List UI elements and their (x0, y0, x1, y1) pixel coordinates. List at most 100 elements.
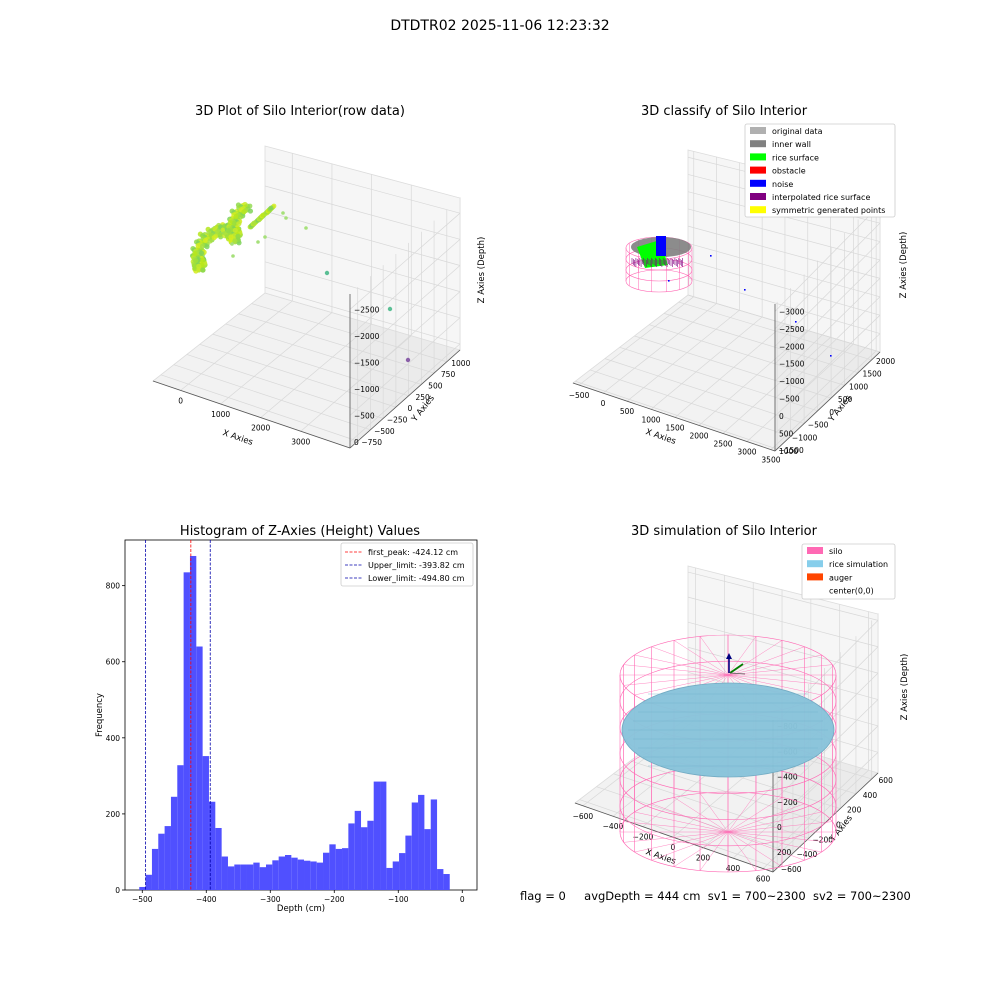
p1-outlier-point (263, 235, 267, 239)
p4-silo-spoke (699, 831, 729, 871)
p1-outlier-point (230, 242, 234, 246)
p3-histogram-bar (297, 859, 305, 890)
p2-legend-swatch (750, 193, 766, 200)
p4-grid-y (596, 786, 794, 854)
p2-grid-y (575, 380, 778, 450)
p4-grid-z (687, 571, 879, 621)
p3-histogram-bar (278, 856, 285, 890)
p1-point-cloud (232, 227, 238, 233)
p2-legend-box (744, 123, 896, 218)
p4-silo-spoke (623, 831, 729, 843)
p2-z-tick-label: 500 (779, 430, 794, 439)
p3-legend-label: first_peak: -424.12 cm (368, 548, 458, 557)
p1-grid-z (264, 261, 461, 319)
p3-legend-box (340, 542, 474, 587)
p4-grid-y (613, 773, 809, 839)
p4-silo-spoke (699, 636, 729, 676)
p1-y-axis-line (349, 349, 461, 449)
p2-x-tick-label: 500 (620, 407, 635, 416)
p4-grid-z (687, 596, 879, 648)
p2-grid-x (770, 350, 877, 450)
p4-y-tick-label: 0 (836, 820, 841, 829)
p3-histogram-bar (221, 856, 228, 890)
p4-silo-spoke (673, 640, 729, 676)
p2-z-tick-label: 0 (779, 412, 784, 421)
p1-point-cloud (198, 250, 205, 256)
p1-point-cloud (228, 234, 234, 240)
p1-z-tick-label: −500 (354, 411, 375, 420)
p4-silo-spoke (623, 821, 729, 833)
p1-grid-y (160, 374, 358, 442)
p4-silo-wireframe-ring (619, 791, 837, 873)
p4-grid-z (687, 646, 879, 700)
p1-y-tick-label: 500 (428, 381, 443, 390)
p1-point-cloud (196, 263, 202, 269)
p1-y-tick-label: 1000 (451, 359, 470, 368)
p3-y-tick-label: 0 (115, 886, 120, 895)
p3-histogram-bar (437, 869, 444, 890)
p1-y-tick-label: 750 (441, 370, 456, 379)
p2-noise-point (795, 321, 797, 323)
p4-silo-spoke (651, 831, 729, 861)
p4-silo-spoke (727, 821, 833, 833)
p4-silo-spoke (651, 646, 729, 676)
p4-y-tick-label: −200 (812, 835, 833, 844)
p2-z-tick-label: −3000 (779, 307, 805, 316)
p2-z-axis-label: Z Axies (Depth) (899, 232, 909, 299)
p1-x-tick-label: 0 (178, 396, 183, 405)
p4-silo-spoke (727, 646, 805, 676)
panel4-3d-simulation: −600−400−2000200400600−600−400−200020040… (573, 543, 910, 884)
p4-silo-spoke (727, 793, 757, 833)
p1-point-cloud (207, 238, 213, 244)
p4-silo-spoke (699, 793, 729, 833)
p2-grid-z (774, 241, 881, 347)
p3-histogram-bar (253, 862, 260, 890)
p2-grid-z (774, 259, 881, 364)
p3-histogram-bar (151, 848, 159, 890)
p2-legend-swatch (750, 127, 766, 134)
p2-legend-swatch (750, 206, 766, 214)
p3-histogram-bar (246, 864, 254, 890)
p2-z-tick-label: −2500 (779, 325, 805, 334)
p4-grid-y (579, 799, 778, 869)
p1-x-tick-label: 1000 (211, 410, 230, 419)
p2-grid-z (687, 260, 881, 316)
p4-silo-spoke (727, 674, 833, 686)
p1-grid-z (264, 185, 461, 240)
p3-histogram-bar (215, 827, 222, 890)
panel2-3d-classify: −5000500100015002000250030003500−1500−10… (569, 123, 909, 465)
p3-histogram-bar (183, 572, 190, 890)
p4-legend-box (801, 543, 896, 600)
p1-y-tick-label: −750 (361, 438, 382, 447)
p4-silo-spoke (727, 831, 757, 871)
p1-z-tick-label: −1000 (354, 385, 380, 394)
p3-histogram-bar (310, 861, 317, 890)
p2-grid-y (619, 346, 818, 412)
p1-point-cloud (236, 221, 242, 227)
p1-outlier-point (387, 306, 393, 312)
p2-grid-x (602, 303, 717, 394)
p2-noise-point (744, 289, 746, 291)
p1-grid-y (212, 333, 409, 397)
p2-y-tick-label: 2000 (876, 357, 895, 366)
p3-x-tick-label: −400 (196, 895, 217, 904)
p3-histogram-bar (348, 823, 355, 890)
p3-histogram-bar (234, 864, 241, 890)
p1-point-cloud (195, 243, 201, 249)
p4-silo-spoke (727, 674, 822, 696)
p3-histogram-bar (285, 855, 292, 890)
p4-y-tick-label: 400 (863, 791, 878, 800)
p1-x-tick-label: 3000 (291, 437, 310, 446)
p4-silo-spoke (673, 797, 729, 833)
p1-y-tick-label: 250 (415, 393, 430, 402)
p2-grid-z (774, 314, 881, 417)
p4-silo-spoke (727, 664, 833, 676)
p2-x-axis-line (572, 382, 776, 452)
p2-grid-z (687, 225, 881, 279)
p3-y-tick-label: 400 (106, 734, 121, 743)
p3-x-tick-label: −200 (324, 895, 345, 904)
p1-y-tick-label: −250 (387, 415, 408, 424)
p2-grid-z (774, 333, 881, 434)
bottom-info: flag = 0 avgDepth = 444 cm sv1 = 700~230… (520, 889, 911, 903)
